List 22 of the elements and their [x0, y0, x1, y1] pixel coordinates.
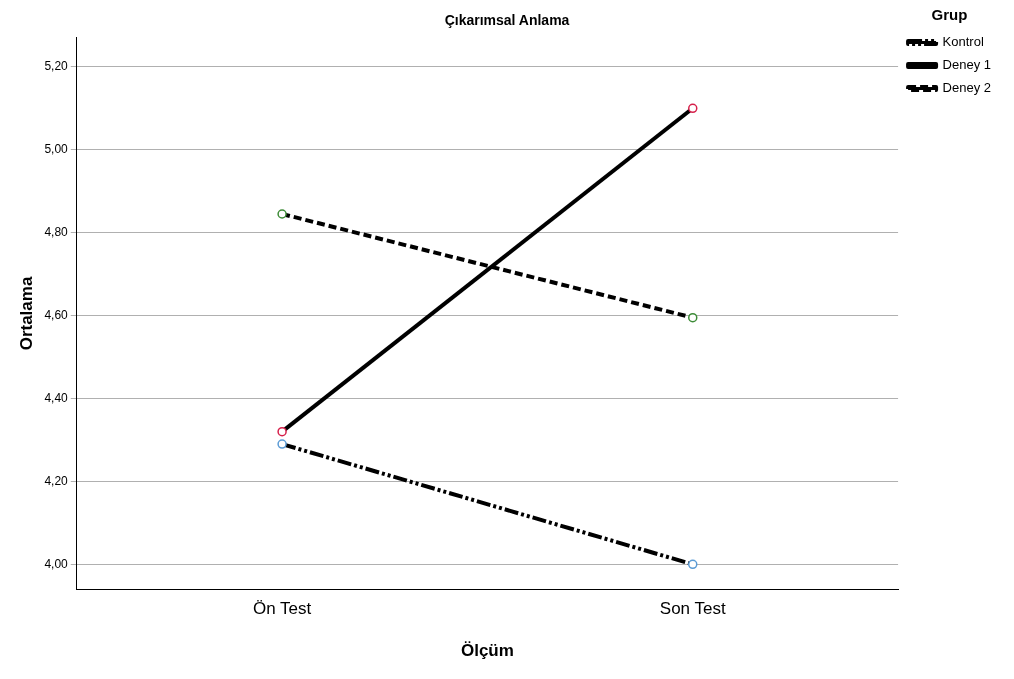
point	[688, 559, 698, 570]
legend-title: Grup	[931, 5, 968, 23]
point	[688, 312, 698, 323]
legend-label: Kontrol	[942, 34, 984, 50]
chart-title: Çıkarımsal Anlama	[444, 12, 570, 29]
y-tick-label: 4,80	[44, 224, 69, 239]
point	[688, 103, 698, 114]
x-axis-title: Ölçüm	[460, 641, 514, 661]
point	[277, 209, 287, 219]
legend-label: Deney 2	[942, 80, 991, 96]
y-axis-title: Ortalama	[16, 276, 36, 351]
x-tick-label: Son Test	[659, 599, 726, 619]
y-tick-label: 5,20	[44, 59, 69, 74]
legend-label: Deney 1	[942, 57, 991, 73]
point	[277, 439, 287, 449]
y-tick-label: 5,00	[44, 142, 69, 157]
y-tick-label: 4,20	[44, 473, 69, 488]
point	[277, 426, 287, 437]
y-tick-label: 4,40	[44, 390, 69, 405]
x-tick-label: Ön Test	[252, 599, 312, 619]
y-tick-label: 4,60	[44, 307, 69, 322]
y-tick-label: 4,00	[44, 556, 69, 571]
